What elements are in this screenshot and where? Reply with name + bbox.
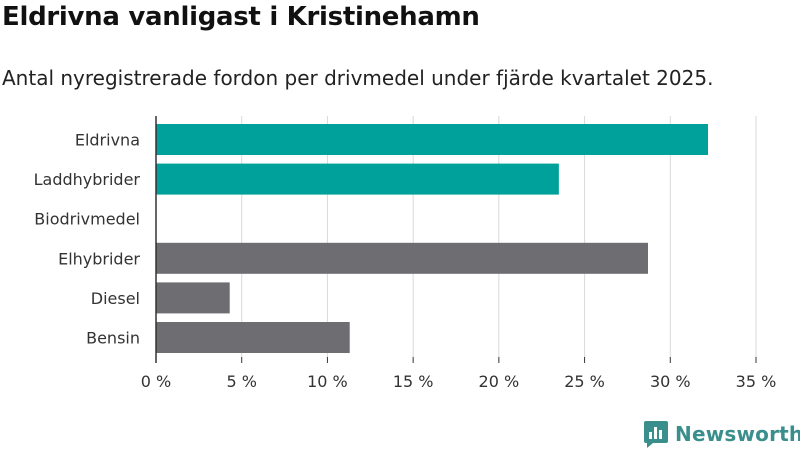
- chart-title: Eldrivna vanligast i Kristinehamn: [2, 2, 480, 32]
- bar: [156, 322, 350, 353]
- category-label: Eldrivna: [75, 131, 140, 150]
- category-label: Laddhybrider: [34, 170, 141, 189]
- x-tick-label: 30 %: [650, 372, 691, 391]
- x-tick-label: 25 %: [564, 372, 605, 391]
- category-label: Bensin: [86, 329, 140, 348]
- x-tick-label: 10 %: [307, 372, 348, 391]
- bar: [156, 163, 559, 195]
- category-label: Biodrivmedel: [34, 210, 140, 229]
- x-tick-label: 20 %: [479, 372, 520, 391]
- bar: [156, 242, 648, 274]
- category-label: Diesel: [91, 289, 140, 308]
- bar: [156, 282, 230, 314]
- bar: [156, 124, 708, 155]
- newsworthy-logo-icon: [644, 421, 668, 448]
- bar-chart: Eldrivna Laddhybrider Biodrivmedel Elhybrid…: [34, 116, 777, 391]
- category-label: Elhybrider: [58, 249, 140, 268]
- chart-subtitle: Antal nyregistrerade fordon per drivmede…: [2, 66, 714, 90]
- x-tick-label: 0 %: [141, 372, 171, 391]
- x-tick-label: 15 %: [393, 372, 434, 391]
- newsworthy-logo-text: Newsworthy: [675, 422, 800, 446]
- x-tick-label: 5 %: [226, 372, 256, 391]
- x-tick-label: 35 %: [736, 372, 777, 391]
- newsworthy-logo: Newsworthy: [643, 419, 800, 449]
